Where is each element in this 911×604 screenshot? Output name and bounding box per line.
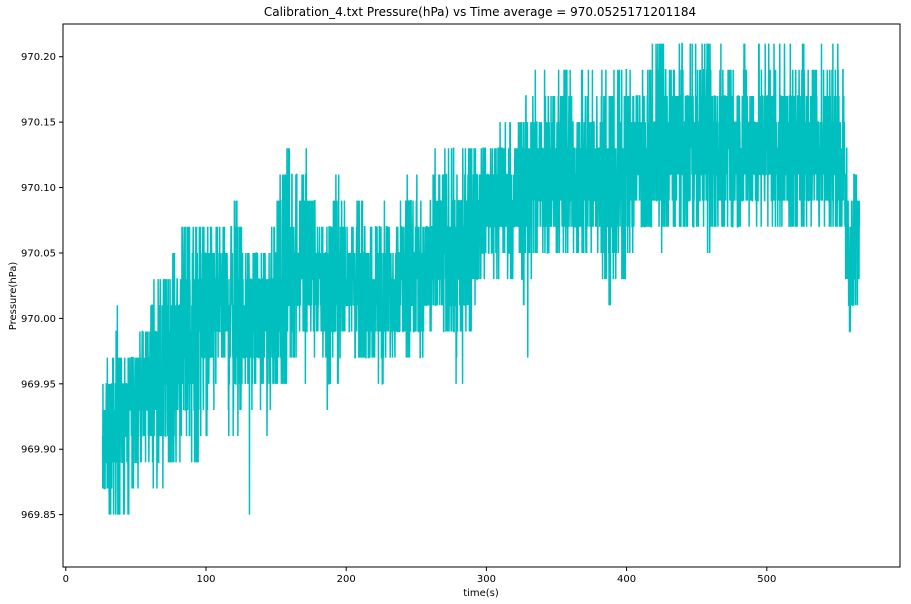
pressure-series-line [101, 42, 861, 515]
y-tick-label: 969.95 [21, 379, 56, 390]
x-axis: 0 100 200 300 400 500 [63, 567, 776, 585]
x-tick-label: 300 [477, 574, 496, 585]
y-tick-label: 969.85 [21, 510, 56, 521]
chart-title: Calibration_4.txt Pressure(hPa) vs Time … [264, 5, 696, 19]
y-tick-label: 970.05 [21, 248, 56, 259]
x-tick-label: 500 [757, 574, 776, 585]
x-tick-label: 400 [617, 574, 636, 585]
x-axis-title: time(s) [463, 588, 499, 599]
y-tick-label: 970.10 [21, 183, 56, 194]
x-tick-label: 100 [196, 574, 215, 585]
y-axis-title: Pressure(hPa) [8, 262, 19, 331]
y-axis: 969.85 969.90 969.95 970.00 970.05 970.10 970.… [21, 52, 63, 521]
y-tick-label: 970.15 [21, 118, 56, 129]
series-layer [101, 42, 861, 515]
plot-frame [62, 23, 901, 568]
x-tick-label: 0 [63, 574, 69, 585]
plot-area [62, 23, 901, 568]
y-tick-label: 970.20 [21, 52, 56, 63]
x-tick-label: 200 [337, 574, 356, 585]
y-tick-label: 969.90 [21, 445, 56, 456]
y-tick-label: 970.00 [21, 314, 56, 325]
